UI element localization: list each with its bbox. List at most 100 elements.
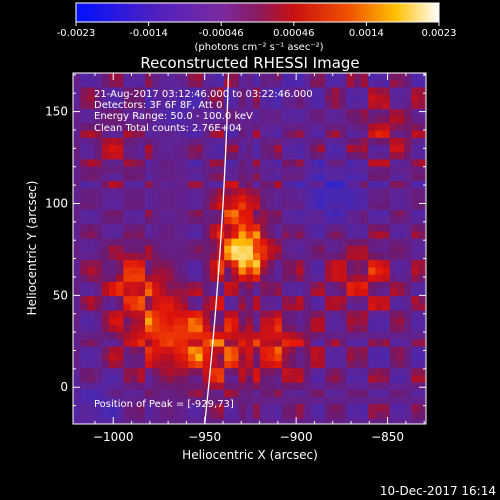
heatmap-cell bbox=[368, 353, 376, 362]
heatmap-cell bbox=[238, 202, 247, 211]
heatmap-cell bbox=[404, 116, 412, 124]
heatmap-cell bbox=[281, 267, 290, 276]
heatmap-cell bbox=[418, 404, 426, 412]
heatmap-cell bbox=[303, 123, 312, 132]
heatmap-cell bbox=[101, 296, 110, 304]
heatmap-cell bbox=[217, 404, 225, 412]
heatmap-cell bbox=[231, 281, 240, 290]
heatmap-cell bbox=[382, 281, 391, 290]
heatmap-cell bbox=[109, 87, 117, 96]
heatmap-cell bbox=[195, 361, 204, 369]
heatmap-cell bbox=[382, 80, 391, 88]
heatmap-cell bbox=[173, 289, 182, 297]
heatmap-cell bbox=[389, 253, 398, 261]
heatmap-cell bbox=[382, 303, 391, 312]
heatmap-cell bbox=[368, 281, 376, 290]
heatmap-cell bbox=[425, 296, 426, 304]
heatmap-cell bbox=[397, 332, 405, 340]
heatmap-cell bbox=[253, 303, 261, 312]
heatmap-cell bbox=[274, 397, 283, 405]
heatmap-cell bbox=[231, 368, 240, 376]
heatmap-cell bbox=[289, 73, 297, 81]
heatmap-cell bbox=[267, 181, 276, 189]
heatmap-cell bbox=[116, 281, 124, 290]
heatmap-cell bbox=[87, 274, 96, 283]
heatmap-cell bbox=[116, 217, 124, 225]
heatmap-cell bbox=[339, 73, 348, 81]
heatmap-cell bbox=[346, 418, 355, 424]
heatmap-cell bbox=[73, 274, 81, 283]
heatmap-cell bbox=[267, 101, 276, 110]
heatmap-cell bbox=[418, 289, 426, 297]
heatmap-cell bbox=[382, 253, 391, 261]
heatmap-cell bbox=[303, 152, 312, 160]
heatmap-cell bbox=[245, 382, 254, 391]
heatmap-cell bbox=[317, 296, 326, 304]
heatmap-cell bbox=[116, 94, 124, 103]
heatmap-cell bbox=[94, 109, 103, 117]
heatmap-cell bbox=[80, 231, 88, 240]
heatmap-cell bbox=[238, 375, 247, 384]
heatmap-cell bbox=[310, 303, 319, 312]
heatmap-cell bbox=[87, 397, 96, 405]
heatmap-cell bbox=[274, 361, 283, 369]
heatmap-cell bbox=[166, 389, 175, 398]
heatmap-cell bbox=[159, 80, 168, 88]
heatmap-cell bbox=[109, 188, 117, 196]
heatmap-cell bbox=[87, 404, 96, 412]
heatmap-cell bbox=[346, 217, 355, 225]
heatmap-cell bbox=[274, 188, 283, 196]
heatmap-cell bbox=[375, 411, 384, 420]
heatmap-cell bbox=[195, 317, 204, 326]
heatmap-cell bbox=[267, 353, 276, 362]
heatmap-cell bbox=[425, 310, 426, 319]
heatmap-cell bbox=[166, 368, 175, 376]
heatmap-cell bbox=[123, 202, 132, 211]
heatmap-cell bbox=[411, 404, 420, 412]
heatmap-cell bbox=[317, 94, 326, 103]
heatmap-cell bbox=[87, 382, 96, 391]
heatmap-cell bbox=[332, 87, 340, 96]
heatmap-cell bbox=[353, 159, 362, 168]
heatmap-cell bbox=[425, 123, 426, 132]
heatmap-cell bbox=[87, 339, 96, 348]
heatmap-cell bbox=[310, 361, 319, 369]
heatmap-cell bbox=[231, 274, 240, 283]
heatmap-cell bbox=[317, 418, 326, 424]
heatmap-cell bbox=[80, 202, 88, 211]
colorbar-tick-label: -0.00046 bbox=[199, 28, 244, 39]
heatmap-cell bbox=[289, 123, 297, 132]
heatmap-cell bbox=[209, 253, 218, 261]
heatmap-cell bbox=[166, 209, 175, 218]
heatmap-cell bbox=[303, 94, 312, 103]
heatmap-cell bbox=[123, 310, 132, 319]
heatmap-cell bbox=[87, 109, 96, 117]
heatmap-cell bbox=[418, 101, 426, 110]
heatmap-cell bbox=[159, 404, 168, 412]
heatmap-cell bbox=[404, 325, 412, 333]
heatmap-cell bbox=[404, 267, 412, 276]
heatmap-cell bbox=[101, 346, 110, 355]
heatmap-cell bbox=[253, 397, 261, 405]
heatmap-cell bbox=[281, 145, 290, 153]
heatmap-cell bbox=[145, 397, 153, 405]
heatmap-cell bbox=[253, 296, 261, 304]
heatmap-cell bbox=[166, 87, 175, 96]
heatmap-cell bbox=[245, 209, 254, 218]
heatmap-cell bbox=[317, 73, 326, 81]
heatmap-cell bbox=[209, 231, 218, 240]
heatmap-cell bbox=[425, 418, 426, 424]
heatmap-cell bbox=[166, 245, 175, 254]
heatmap-cell bbox=[368, 195, 376, 204]
heatmap-cell bbox=[130, 152, 139, 160]
heatmap-cell bbox=[404, 260, 412, 268]
heatmap-cell bbox=[224, 274, 232, 283]
heatmap-cell bbox=[94, 166, 103, 175]
heatmap-cell bbox=[289, 231, 297, 240]
heatmap-cell bbox=[137, 188, 146, 196]
heatmap-cell bbox=[418, 382, 426, 391]
heatmap-cell bbox=[245, 339, 254, 348]
heatmap-cell bbox=[339, 130, 348, 139]
heatmap-cell bbox=[195, 217, 204, 225]
heatmap-cell bbox=[303, 159, 312, 168]
